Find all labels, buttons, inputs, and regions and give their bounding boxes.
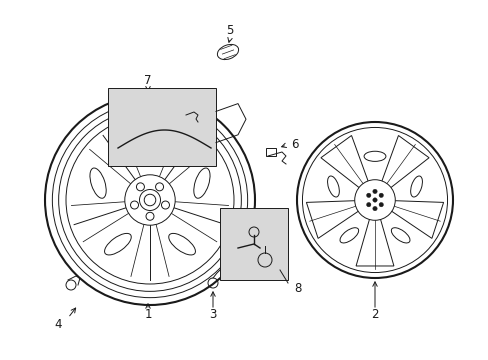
Circle shape bbox=[366, 202, 370, 207]
Ellipse shape bbox=[364, 151, 385, 161]
Text: 8: 8 bbox=[294, 282, 301, 294]
Text: 2: 2 bbox=[370, 309, 378, 321]
Ellipse shape bbox=[339, 228, 358, 243]
Circle shape bbox=[378, 202, 383, 207]
Ellipse shape bbox=[134, 139, 165, 152]
Circle shape bbox=[66, 116, 234, 284]
Text: 4: 4 bbox=[54, 319, 61, 332]
Circle shape bbox=[372, 206, 376, 211]
Circle shape bbox=[161, 201, 169, 209]
Circle shape bbox=[144, 194, 156, 206]
Text: 5: 5 bbox=[226, 23, 233, 36]
Ellipse shape bbox=[90, 168, 106, 198]
Circle shape bbox=[130, 201, 138, 209]
Circle shape bbox=[146, 212, 154, 220]
Circle shape bbox=[302, 127, 447, 273]
Text: 1: 1 bbox=[144, 309, 151, 321]
Ellipse shape bbox=[193, 168, 210, 198]
FancyBboxPatch shape bbox=[220, 208, 287, 280]
FancyBboxPatch shape bbox=[108, 88, 216, 166]
Ellipse shape bbox=[104, 233, 131, 255]
Circle shape bbox=[155, 183, 163, 191]
Circle shape bbox=[372, 198, 376, 202]
Circle shape bbox=[366, 193, 370, 198]
Ellipse shape bbox=[168, 233, 195, 255]
Ellipse shape bbox=[327, 176, 339, 197]
Circle shape bbox=[124, 175, 175, 225]
Circle shape bbox=[354, 180, 394, 220]
Ellipse shape bbox=[390, 228, 409, 243]
Text: 7: 7 bbox=[144, 73, 151, 86]
Text: 6: 6 bbox=[291, 139, 298, 152]
Ellipse shape bbox=[410, 176, 422, 197]
Circle shape bbox=[372, 189, 376, 194]
Circle shape bbox=[296, 122, 452, 278]
Text: 3: 3 bbox=[209, 309, 216, 321]
Circle shape bbox=[136, 183, 144, 191]
Circle shape bbox=[139, 189, 160, 211]
Circle shape bbox=[378, 193, 383, 198]
